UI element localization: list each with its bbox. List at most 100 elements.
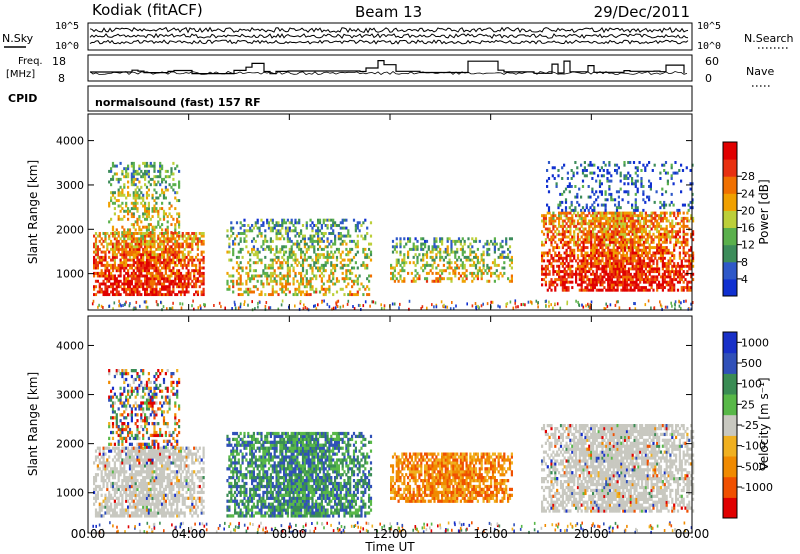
data-cell: [576, 240, 580, 244]
data-cell: [678, 270, 681, 274]
data-cell: [672, 182, 675, 186]
data-cell: [132, 193, 135, 197]
data-cell: [605, 235, 608, 239]
data-cell: [399, 242, 402, 246]
data-cell: [136, 232, 139, 235]
data-cell: [232, 282, 235, 286]
data-cell: [471, 237, 474, 241]
noise-cell: [372, 300, 375, 304]
data-cell: [625, 238, 629, 242]
data-cell: [322, 255, 325, 259]
data-cell: [277, 293, 280, 297]
data-cell: [607, 275, 610, 279]
data-cell: [284, 245, 288, 249]
data-cell: [671, 254, 674, 258]
data-cell: [318, 253, 322, 257]
data-cell: [568, 190, 571, 194]
data-cell: [130, 180, 133, 184]
noise-cell: [199, 304, 202, 308]
data-cell: [187, 279, 190, 283]
data-cell: [315, 290, 318, 294]
data-cell: [368, 279, 371, 283]
data-cell: [138, 263, 141, 267]
noise-cell: [200, 306, 202, 310]
noise-cell: [587, 302, 589, 306]
data-cell: [671, 259, 674, 263]
data-cell: [161, 223, 164, 227]
data-cell: [281, 245, 284, 249]
data-cell: [495, 274, 498, 278]
data-cell: [622, 283, 625, 287]
data-cell: [300, 250, 303, 254]
data-cell: [123, 290, 126, 294]
data-cell: [580, 222, 583, 226]
data-cell: [123, 258, 126, 262]
data-cell: [134, 255, 137, 259]
data-cell: [620, 227, 623, 231]
data-cell: [656, 288, 659, 292]
data-cell: [281, 218, 284, 222]
data-cell: [93, 255, 96, 259]
data-cell: [633, 272, 636, 276]
data-cell: [115, 255, 118, 259]
data-cell: [155, 287, 158, 291]
data-cell: [648, 256, 651, 260]
data-cell: [639, 270, 642, 274]
data-cell: [130, 274, 133, 278]
data-cell: [332, 263, 335, 267]
data-cell: [676, 288, 680, 292]
data-cell: [687, 208, 690, 212]
data-cell: [614, 238, 617, 242]
data-cell: [134, 193, 137, 197]
data-cell: [604, 208, 607, 212]
data-cell: [431, 245, 434, 249]
data-cell: [269, 226, 272, 230]
data-cell: [435, 239, 438, 243]
data-cell: [650, 222, 653, 226]
data-cell: [659, 254, 663, 258]
data-cell: [181, 277, 184, 281]
data-cell: [136, 193, 139, 197]
data-cell: [144, 161, 147, 165]
data-cell: [140, 237, 143, 241]
data-cell: [399, 274, 402, 278]
data-cell: [275, 250, 278, 254]
data-cell: [110, 217, 113, 221]
data-cell: [546, 211, 549, 215]
data-cell: [249, 269, 252, 273]
data-cell: [266, 282, 269, 286]
data-cell: [597, 211, 600, 215]
data-cell: [641, 238, 644, 242]
data-cell: [337, 237, 340, 241]
data-cell: [416, 255, 419, 259]
data-cell: [147, 204, 150, 208]
data-cell: [147, 293, 150, 297]
data-cell: [654, 280, 657, 284]
data-cell: [170, 169, 173, 173]
data-cell: [571, 235, 574, 239]
data-cell: [566, 177, 569, 180]
data-cell: [637, 222, 640, 226]
data-cell: [688, 248, 691, 252]
data-cell: [153, 253, 156, 257]
data-cell: [454, 250, 457, 254]
data-cell: [603, 214, 606, 218]
data-cell: [335, 263, 339, 267]
data-cell: [616, 254, 619, 258]
data-cell: [332, 282, 335, 286]
data-cell: [559, 278, 563, 282]
data-cell: [424, 266, 427, 270]
data-cell: [592, 235, 595, 239]
data-cell: [563, 243, 566, 247]
data-cell: [232, 279, 235, 283]
data-cell: [605, 246, 608, 250]
data-cell: [663, 270, 666, 274]
data-cell: [680, 288, 683, 292]
data-cell: [176, 253, 179, 257]
data-cell: [614, 280, 617, 284]
data-cell: [634, 171, 637, 175]
data-cell: [275, 255, 278, 259]
data-cell: [345, 242, 348, 246]
data-cell: [193, 285, 196, 289]
data-cell: [286, 266, 289, 270]
